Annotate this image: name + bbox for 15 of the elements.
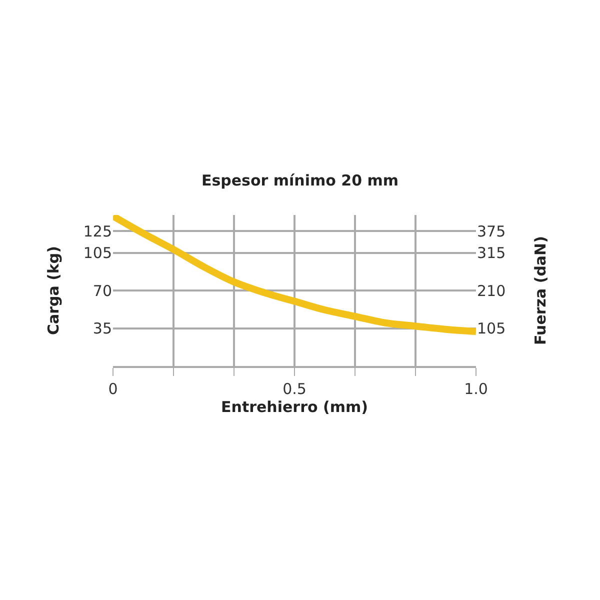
chart-title: Espesor mínimo 20 mm bbox=[201, 171, 399, 190]
x-axis-title: Entrehierro (mm) bbox=[221, 398, 368, 416]
y2-tick-label: 105 bbox=[477, 320, 506, 338]
y-axis-title: Carga (kg) bbox=[44, 246, 63, 336]
y-tick-label: 125 bbox=[83, 222, 112, 240]
y2-tick-label: 210 bbox=[477, 282, 506, 300]
y-tick-label: 70 bbox=[92, 282, 112, 300]
x-tick-label: 1.0 bbox=[464, 380, 488, 398]
y2-tick-label: 375 bbox=[477, 222, 506, 240]
x-tick-label: 0 bbox=[108, 380, 118, 398]
y-tick-label: 35 bbox=[92, 320, 112, 338]
y2-axis-title: Fuerza (daN) bbox=[532, 236, 550, 345]
x-tick-label: 0.5 bbox=[282, 380, 306, 398]
y-tick-label: 105 bbox=[83, 244, 112, 262]
y2-tick-label: 315 bbox=[477, 244, 506, 262]
